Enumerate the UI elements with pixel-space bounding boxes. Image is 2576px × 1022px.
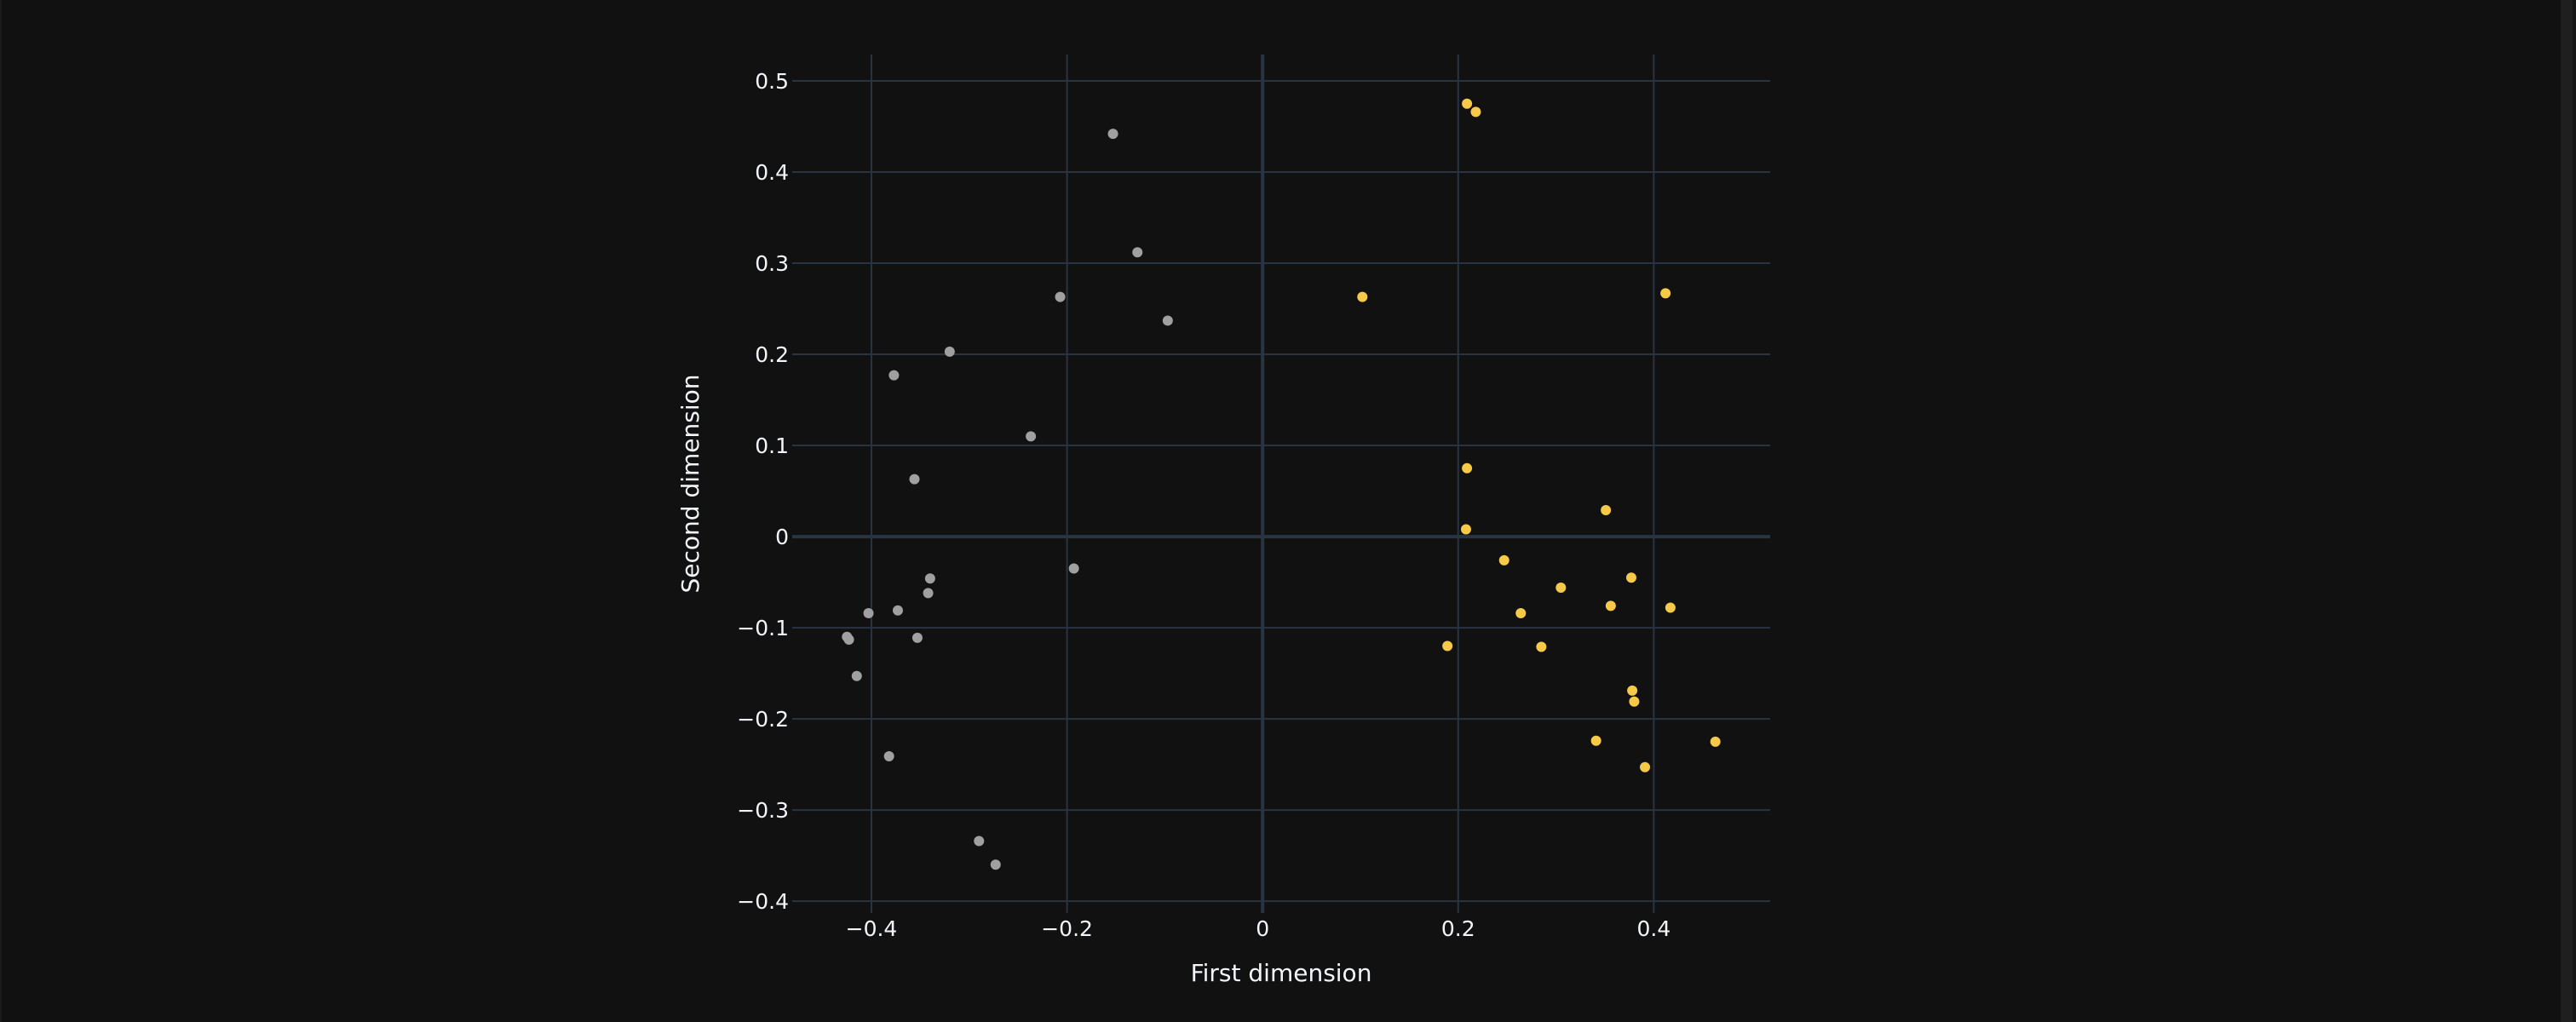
- data-point[interactable]: [911, 632, 923, 643]
- data-point[interactable]: [1470, 106, 1481, 118]
- data-point[interactable]: [1640, 761, 1651, 772]
- x-axis-title: First dimension: [1191, 959, 1372, 987]
- data-point[interactable]: [1710, 736, 1721, 747]
- data-point[interactable]: [1442, 640, 1453, 652]
- x-tick-label: 0.4: [1637, 916, 1671, 941]
- data-point[interactable]: [1026, 431, 1037, 442]
- data-point[interactable]: [863, 607, 874, 618]
- data-point[interactable]: [944, 346, 955, 357]
- zero-lines: [792, 55, 1770, 913]
- data-point[interactable]: [1460, 524, 1471, 535]
- y-tick-label: 0.2: [755, 342, 789, 367]
- data-point[interactable]: [1107, 129, 1118, 140]
- x-tick-label: 0: [1256, 916, 1269, 941]
- data-point[interactable]: [1625, 572, 1636, 583]
- y-axis-title: Second dimension: [676, 375, 704, 594]
- data-point[interactable]: [1055, 291, 1066, 302]
- x-tick-label: 0.2: [1441, 916, 1475, 941]
- data-point[interactable]: [1068, 563, 1079, 574]
- data-point[interactable]: [1660, 288, 1671, 299]
- data-point[interactable]: [1601, 505, 1612, 516]
- data-point[interactable]: [974, 835, 985, 847]
- window-right-border: [2573, 0, 2576, 1022]
- data-point[interactable]: [1629, 696, 1640, 707]
- data-point[interactable]: [892, 605, 903, 616]
- vertical-scrollbar[interactable]: [2561, 0, 2573, 1022]
- x-tick-label: −0.2: [1041, 916, 1093, 941]
- data-point[interactable]: [1498, 554, 1509, 566]
- data-points: [842, 98, 1721, 870]
- y-tick-label: −0.3: [737, 798, 789, 823]
- data-point[interactable]: [923, 588, 934, 599]
- data-point[interactable]: [1462, 462, 1473, 474]
- data-point[interactable]: [1515, 607, 1527, 618]
- data-point[interactable]: [888, 370, 900, 381]
- x-axis-ticks: −0.4 −0.2 0 0.2 0.4: [846, 916, 1671, 941]
- grid-lines: [792, 55, 1770, 913]
- y-tick-label: 0.3: [755, 251, 789, 276]
- window-left-border: [0, 0, 2, 1022]
- x-tick-label: −0.4: [846, 916, 898, 941]
- data-point[interactable]: [1665, 602, 1676, 613]
- data-point[interactable]: [883, 750, 894, 761]
- y-tick-label: 0.1: [755, 433, 789, 458]
- y-tick-label: −0.4: [737, 889, 789, 914]
- data-point[interactable]: [1536, 641, 1547, 652]
- data-point[interactable]: [990, 859, 1001, 870]
- data-point[interactable]: [1627, 685, 1638, 696]
- data-point[interactable]: [1605, 600, 1616, 611]
- data-point[interactable]: [843, 634, 854, 645]
- y-tick-label: 0.4: [755, 160, 789, 185]
- data-point[interactable]: [924, 573, 935, 584]
- y-tick-label: 0.5: [755, 69, 789, 94]
- data-point[interactable]: [1590, 735, 1601, 746]
- data-point[interactable]: [1132, 247, 1143, 258]
- data-point[interactable]: [851, 670, 862, 681]
- y-tick-label: −0.1: [737, 616, 789, 640]
- y-tick-label: 0: [775, 525, 789, 549]
- data-point[interactable]: [1162, 315, 1173, 326]
- data-point[interactable]: [909, 474, 920, 485]
- data-point[interactable]: [1555, 582, 1567, 593]
- y-axis-ticks: 0.5 0.4 0.3 0.2 0.1 0 −0.1 −0.2 −0.3 −0.4: [737, 69, 789, 914]
- data-point[interactable]: [1357, 291, 1368, 302]
- y-tick-label: −0.2: [737, 707, 789, 732]
- data-point[interactable]: [1462, 98, 1473, 109]
